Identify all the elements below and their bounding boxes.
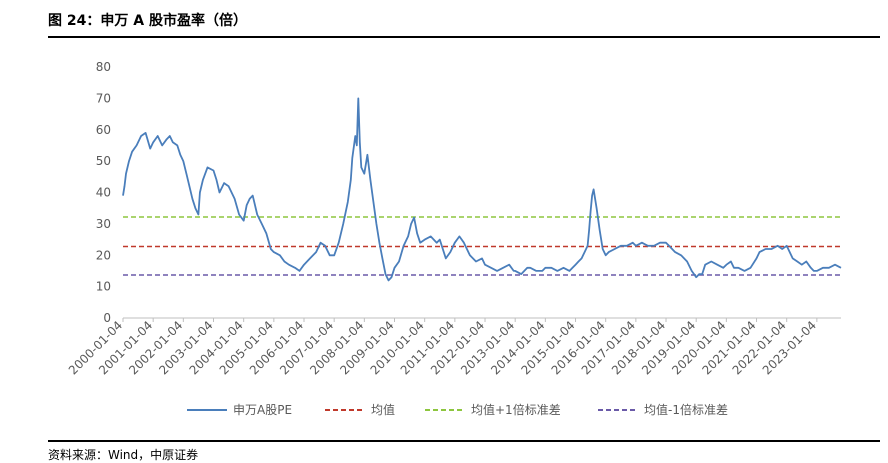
- y-tick-label: 60: [96, 123, 111, 137]
- legend-minus-std-label: 均值-1倍标准差: [644, 402, 728, 417]
- y-tick-label: 10: [96, 280, 111, 294]
- y-tick-label: 20: [96, 248, 111, 262]
- legend-pe-label: 申万A股PE: [233, 403, 292, 417]
- y-axis: 0 10 20 30 40 50 60 70 80: [96, 60, 111, 325]
- y-tick-label: 50: [96, 154, 111, 168]
- y-tick-label: 80: [96, 60, 111, 74]
- y-tick-label: 30: [96, 217, 111, 231]
- figure-title: 图 24：申万 A 股市盈率（倍）: [48, 13, 247, 29]
- y-tick-label: 40: [96, 186, 111, 200]
- x-axis: 2000-01-042001-01-042002-01-042003-01-04…: [66, 317, 841, 377]
- y-tick-label: 0: [103, 311, 111, 325]
- footer-rule: [48, 440, 880, 442]
- series-layer: [122, 97, 842, 282]
- y-tick-label: 70: [96, 91, 111, 105]
- title-rule: [48, 36, 880, 38]
- chart-legend: 申万A股PE 均值 均值+1倍标准差 均值-1倍标准差: [187, 402, 728, 417]
- pe-series-line: [122, 97, 842, 282]
- legend-mean-label: 均值: [371, 402, 395, 417]
- legend-plus-std-label: 均值+1倍标准差: [471, 402, 561, 417]
